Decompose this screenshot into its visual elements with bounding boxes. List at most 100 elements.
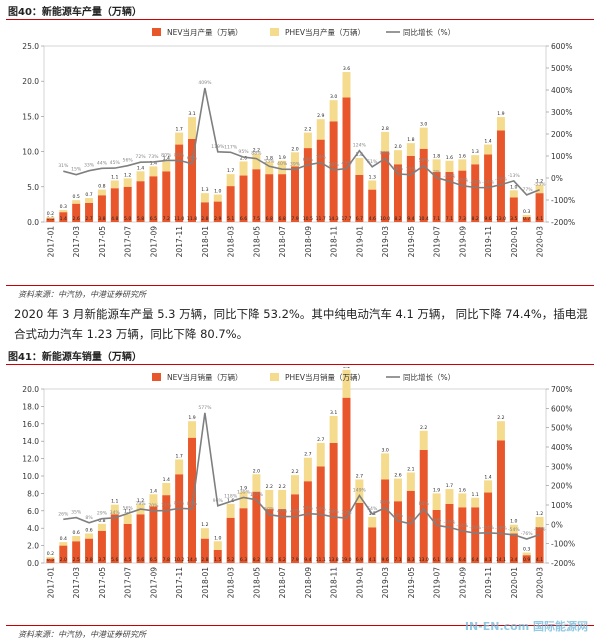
legend-label: PHEV当月销量（万辆） <box>285 372 365 382</box>
data-label: 7.8 <box>163 557 170 563</box>
data-label: 7.9 <box>291 557 298 563</box>
bar-segment <box>252 491 261 563</box>
bar-segment <box>175 144 184 222</box>
bar-segment <box>59 210 68 213</box>
data-label: 7.1 <box>446 216 453 222</box>
bar-segment <box>239 508 248 563</box>
bar-segment <box>316 442 325 467</box>
bar-segment <box>97 523 106 531</box>
line-label: 2% <box>433 170 441 176</box>
source: 资料来源：中汽协，中港证券研究所 <box>18 630 146 639</box>
bar-segment <box>278 174 287 222</box>
y-tick-label: 20.0 <box>22 77 39 86</box>
bar-segment <box>509 533 518 563</box>
bar-segment <box>85 202 94 222</box>
data-label: 2.0 <box>253 468 260 474</box>
bar-segment <box>200 528 209 539</box>
x-tick-label: 2019-11 <box>484 567 493 599</box>
bar-segment <box>342 397 351 563</box>
data-label: 3.5 <box>510 216 517 222</box>
line-label: -54% <box>508 527 521 533</box>
x-tick-label: 2017-05 <box>98 226 107 258</box>
y-tick-label: 14.0 <box>22 437 39 446</box>
data-label: 3.6 <box>343 66 350 72</box>
bar-segment <box>496 440 505 563</box>
bar-segment <box>355 502 364 563</box>
data-label: 9.4 <box>407 216 414 222</box>
y2-tick-label: 0% <box>551 520 563 529</box>
legend-label: NEV当月产量（万辆） <box>167 27 242 37</box>
data-label: 1.0 <box>510 519 517 525</box>
data-label: 1.7 <box>227 168 234 174</box>
line-label: 50% <box>264 507 275 513</box>
x-tick-label: 2017-09 <box>149 567 158 599</box>
bar-segment <box>46 556 55 559</box>
line-label: 73% <box>148 154 159 160</box>
x-tick-label: 2020-01 <box>510 567 519 599</box>
data-label: 5.1 <box>227 216 234 222</box>
data-label: 6.5 <box>150 557 157 563</box>
data-label: 1.2 <box>536 511 543 517</box>
bar-segment <box>162 495 171 563</box>
y2-tick-label: 600% <box>551 42 572 51</box>
data-label: 0.2 <box>47 211 54 217</box>
bar-segment <box>265 161 274 175</box>
data-label: 1.9 <box>188 415 195 421</box>
line-label: 83% <box>174 500 185 506</box>
data-label: 8.3 <box>407 557 414 563</box>
bar-segment <box>291 166 299 222</box>
data-label: 10.0 <box>380 216 390 222</box>
bar-segment <box>72 536 81 542</box>
data-label: 0.3 <box>523 209 530 215</box>
bar-segment <box>46 558 55 563</box>
y-tick-label: 15.0 <box>22 112 39 121</box>
bar-segment <box>406 155 415 222</box>
legend-swatch <box>270 373 279 381</box>
line-label: 55% <box>303 506 314 512</box>
data-label: 1.2 <box>536 179 543 185</box>
bar-segment <box>110 180 119 189</box>
data-label: 3.1 <box>188 111 195 117</box>
line-label: -35% <box>456 178 469 184</box>
x-tick-label: 2017-07 <box>124 226 133 258</box>
x-tick-label: 2019-09 <box>458 567 467 599</box>
data-label: 19.0 <box>341 557 351 563</box>
line-label: -43% <box>469 179 482 185</box>
bar-segment <box>97 195 106 222</box>
bar-segment <box>188 117 197 139</box>
data-label: 4.1 <box>369 557 376 563</box>
bar-segment <box>458 507 467 563</box>
data-label: 1.4 <box>137 165 144 171</box>
data-label: 13.8 <box>328 557 338 563</box>
data-label: 4.5 <box>124 557 131 563</box>
bar-segment <box>252 474 261 492</box>
data-label: 6.4 <box>472 557 479 563</box>
line-label: 34% <box>110 510 121 516</box>
bar-segment <box>471 164 480 222</box>
line-label: 577% <box>198 405 212 411</box>
data-label: 11.0 <box>174 216 184 222</box>
line-label: 72% <box>135 154 146 160</box>
data-label: 17.7 <box>341 216 351 222</box>
data-label: 1.2 <box>201 522 208 528</box>
bar-segment <box>239 175 248 222</box>
data-label: 2.7 <box>304 452 311 458</box>
bar-segment <box>522 217 531 222</box>
data-label: 3.4 <box>510 557 517 563</box>
line-label: 56% <box>123 506 134 512</box>
data-label: 3.0 <box>381 447 388 453</box>
bar-segment <box>329 121 338 222</box>
y2-tick-label: 300% <box>551 462 572 471</box>
bar-segment <box>278 489 287 510</box>
line-label: 86% <box>380 500 391 506</box>
data-label: 6.8 <box>278 216 285 222</box>
line-label: -34% <box>456 523 469 529</box>
y2-tick-label: 300% <box>551 108 572 117</box>
data-label: 0.5 <box>47 216 54 222</box>
data-label: 9.4 <box>304 557 311 563</box>
y2-tick-label: 400% <box>551 86 572 95</box>
bar-segment <box>381 131 390 152</box>
line-label: -44% <box>482 525 495 531</box>
line-label: -46% <box>469 525 482 531</box>
data-label: 1.4 <box>163 477 170 483</box>
